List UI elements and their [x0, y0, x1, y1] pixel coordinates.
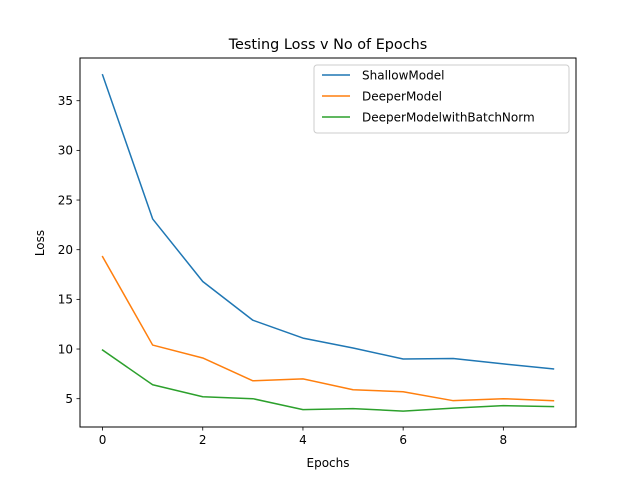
- y-tick-label: 5: [65, 392, 73, 406]
- series-line-2: [101, 255, 555, 402]
- y-tick-label: 25: [58, 193, 73, 207]
- x-tick-label: 2: [199, 433, 207, 447]
- y-tick-label: 15: [58, 293, 73, 307]
- legend-label-1: ShallowModel: [362, 68, 444, 82]
- x-tick-label: 8: [500, 433, 508, 447]
- legend-box: [313, 64, 570, 134]
- x-tick-label: 4: [299, 433, 307, 447]
- x-tick-label: 0: [99, 433, 107, 447]
- y-tick-label: 10: [58, 342, 73, 356]
- x-axis-label: Epochs: [307, 456, 350, 470]
- legend: ShallowModel DeeperModel DeeperModelwithBa…: [313, 64, 570, 134]
- x-axis-ticks: 0 2 4 6 8: [99, 427, 507, 447]
- plot-frame: [79, 57, 577, 428]
- y-tick-label: 20: [58, 243, 73, 257]
- legend-label-2: DeeperModel: [362, 89, 442, 103]
- series-line-1: [101, 73, 555, 370]
- y-axis-ticks: 5 10 15 20 25 30 35: [58, 94, 80, 406]
- legend-label-3: DeeperModelwithBatchNorm: [362, 110, 535, 124]
- y-tick-label: 30: [58, 144, 73, 158]
- plot-lines: [101, 73, 555, 412]
- chart-title: Testing Loss v No of Epochs: [228, 37, 428, 53]
- y-tick-label: 35: [58, 94, 73, 108]
- x-tick-label: 6: [399, 433, 407, 447]
- y-axis-label: Loss: [33, 230, 47, 256]
- series-line-3: [101, 348, 555, 412]
